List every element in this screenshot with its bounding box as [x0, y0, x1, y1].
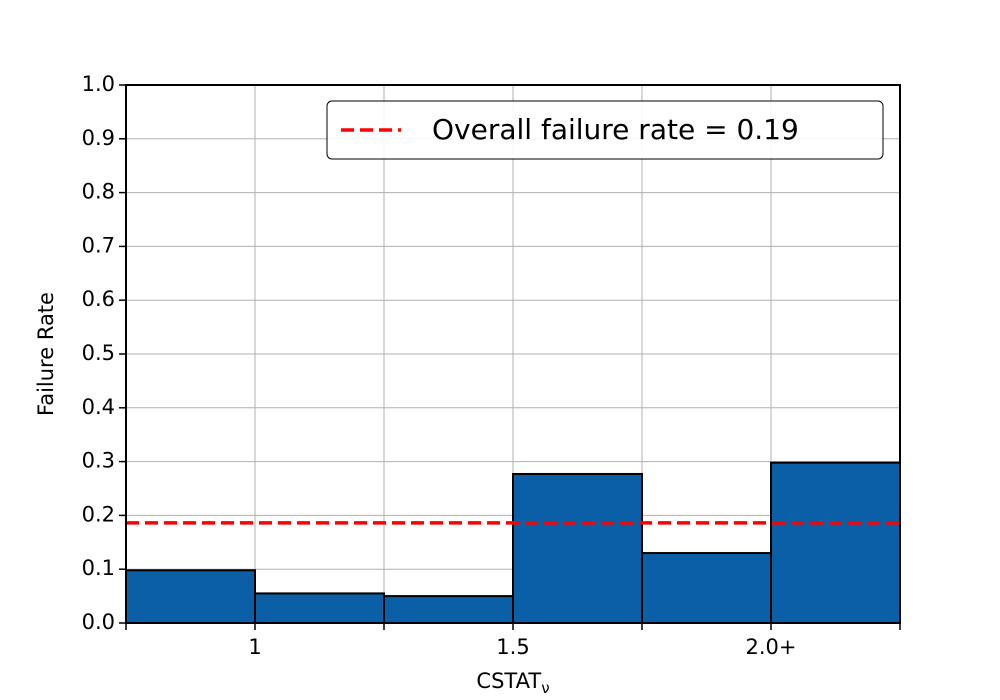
y-tick-label: 0.7 — [82, 233, 115, 257]
bar — [383, 595, 514, 624]
y-tick-label: 0.2 — [82, 502, 115, 526]
x-axis-label: CSTATν — [476, 669, 549, 697]
y-tick-label: 0.3 — [82, 449, 115, 473]
x-tick-label: 2.0+ — [746, 635, 797, 659]
legend-label: Overall failure rate = 0.19 — [432, 113, 799, 146]
x-tick-label: 1.5 — [496, 635, 529, 659]
y-tick-label: 0.1 — [82, 556, 115, 580]
x-axis-label-subscript: ν — [541, 679, 549, 697]
y-tick-label: 0.4 — [82, 395, 115, 419]
y-tick-label: 1.0 — [82, 72, 115, 96]
y-axis-label: Failure Rate — [34, 292, 58, 416]
y-tick-label: 0.9 — [82, 126, 115, 150]
x-axis-label-text: CSTAT — [476, 669, 541, 693]
y-tick-label: 0.8 — [82, 180, 115, 204]
bar — [512, 472, 643, 624]
bar — [641, 552, 772, 624]
bar — [125, 569, 256, 624]
bar — [770, 461, 901, 624]
plot-frame — [125, 84, 901, 624]
y-tick-label: 0.0 — [82, 610, 115, 634]
bar — [254, 592, 385, 624]
y-tick-label: 0.6 — [82, 287, 115, 311]
legend-box — [326, 100, 884, 160]
y-tick-label: 0.5 — [82, 341, 115, 365]
x-tick-label: 1 — [248, 635, 261, 659]
